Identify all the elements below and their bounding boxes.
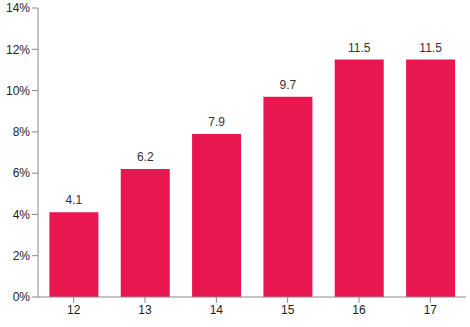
svg-text:14%: 14% xyxy=(8,1,30,15)
svg-text:12: 12 xyxy=(67,303,81,317)
svg-text:9.7: 9.7 xyxy=(280,78,297,92)
svg-text:12%: 12% xyxy=(8,43,30,57)
svg-text:10%: 10% xyxy=(8,84,30,98)
svg-text:7.9: 7.9 xyxy=(208,115,225,129)
svg-text:4.1: 4.1 xyxy=(66,193,83,207)
svg-text:11.5: 11.5 xyxy=(348,41,371,55)
svg-text:6.2: 6.2 xyxy=(137,150,154,164)
svg-text:14: 14 xyxy=(210,303,224,317)
svg-text:6%: 6% xyxy=(13,166,31,180)
svg-text:2%: 2% xyxy=(13,249,31,263)
svg-text:17: 17 xyxy=(424,303,438,317)
svg-text:11.5: 11.5 xyxy=(419,41,442,55)
svg-text:13: 13 xyxy=(138,303,152,317)
svg-text:0%: 0% xyxy=(13,290,31,304)
svg-text:4%: 4% xyxy=(13,208,31,222)
svg-text:16: 16 xyxy=(352,303,366,317)
svg-text:15: 15 xyxy=(281,303,295,317)
svg-text:8%: 8% xyxy=(13,125,31,139)
